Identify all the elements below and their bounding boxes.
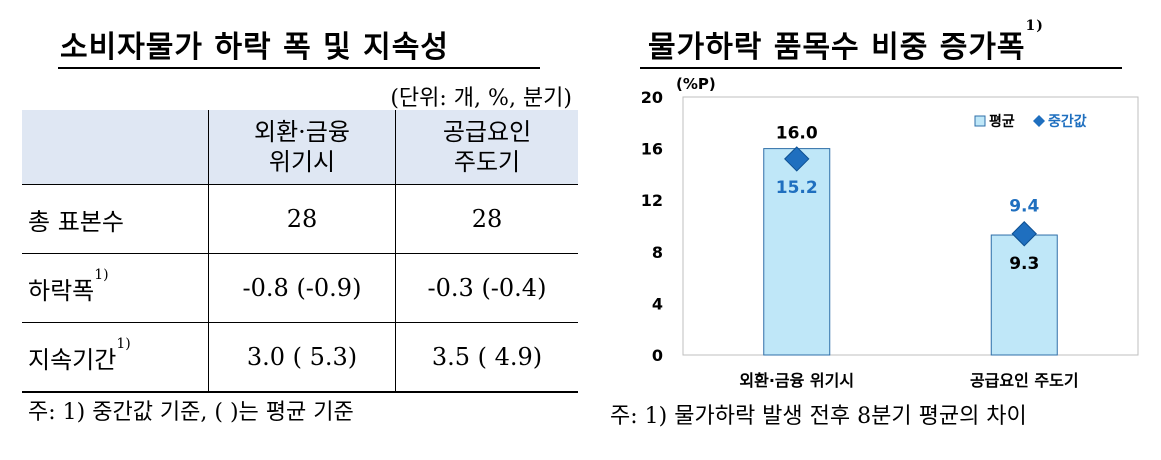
bar-value-label: 9.3 — [1009, 254, 1039, 274]
bar — [990, 234, 1058, 356]
header-supply-text: 공급요인 주도기 — [442, 118, 532, 176]
table-row: 하락폭1) -0.8 (-0.9) -0.3 (-0.4) — [22, 253, 578, 323]
y-tick-label: 16 — [641, 140, 663, 159]
y-axis-label: (%P) — [676, 75, 716, 93]
bar-value-label: 16.0 — [776, 124, 818, 144]
row-label: 하락폭1) — [22, 253, 209, 323]
table-cell: 28 — [208, 184, 396, 254]
left-table-panel: 소비자물가 하락 폭 및 지속성 (단위: 개, %, 분기) 외환·금융 위기시… — [22, 30, 578, 425]
table-cell: 3.5 ( 4.9) — [395, 322, 578, 393]
header-crisis-text: 외환·금융 위기시 — [254, 118, 350, 176]
table-title-underline — [58, 67, 540, 69]
right-chart-panel: 물가하락 품목수 비중 증가폭1) 0 4 8 12 16 20 (%P) 외환·금융 위기시… — [600, 0, 1161, 460]
chart-title: 물가하락 품목수 비중 증가폭1) — [648, 18, 1044, 66]
y-tick-label: 4 — [652, 294, 663, 313]
table-cell: 28 — [395, 184, 578, 254]
row-label-text: 총 표본수 — [28, 207, 124, 236]
row-label-text: 지속기간 — [28, 345, 117, 374]
table-footnote: 주: 1) 중간값 기준, ( )는 평균 기준 — [28, 400, 354, 425]
legend-label-median: 중간값 — [1048, 113, 1087, 130]
x-tick-label: 외환·금융 위기시 — [739, 371, 854, 390]
row-label: 지속기간1) — [22, 322, 209, 393]
legend-swatch-bar — [974, 115, 986, 127]
y-tick-label: 0 — [652, 346, 663, 365]
y-tick-label: 8 — [652, 243, 663, 262]
chart-title-text: 물가하락 품목수 비중 증가폭 — [648, 30, 1026, 65]
header-crisis: 외환·금융 위기시 — [208, 110, 396, 185]
table-row: 지속기간1) 3.0 ( 5.3) 3.5 ( 4.9) — [22, 322, 578, 393]
median-value-label: 9.4 — [1009, 197, 1039, 217]
footnote-mark: 1) — [94, 266, 109, 283]
footnote-mark: 1) — [116, 335, 131, 352]
median-marker — [1011, 221, 1037, 247]
table-cell: -0.3 (-0.4) — [395, 253, 578, 323]
median-marker — [784, 146, 810, 172]
y-tick-label: 12 — [641, 191, 663, 210]
table-cell: -0.8 (-0.9) — [208, 253, 396, 323]
header-empty — [22, 110, 209, 185]
row-label-text: 하락폭 — [28, 276, 95, 305]
unit-label: (단위: 개, %, 분기) — [390, 86, 572, 111]
table-title: 소비자물가 하락 폭 및 지속성 — [60, 30, 449, 65]
x-tick-label: 공급요인 주도기 — [970, 371, 1079, 390]
table-header-row: 외환·금융 위기시 공급요인 주도기 — [22, 110, 578, 185]
plot-area — [682, 96, 1139, 356]
chart-footnote: 주: 1) 물가하락 발생 전후 8분기 평균의 차이 — [610, 404, 1027, 429]
row-label: 총 표본수 — [22, 184, 209, 254]
y-tick-label: 20 — [641, 88, 663, 107]
median-value-label: 15.2 — [776, 178, 818, 198]
header-supply: 공급요인 주도기 — [395, 110, 578, 185]
bar — [763, 148, 831, 356]
legend-label-mean: 평균 — [989, 113, 1015, 130]
bar-chart: 0 4 8 12 16 20 (%P) 외환·금융 위기시 공급요인 주도기 16.0 15.2 9.… — [641, 75, 1139, 390]
price-decline-table: 외환·금융 위기시 공급요인 주도기 총 표본수 28 28 하락폭1) -0.8 … — [22, 110, 578, 393]
table-cell: 3.0 ( 5.3) — [208, 322, 396, 393]
chart-title-footnote-mark: 1) — [1025, 18, 1044, 34]
legend-swatch-median — [1033, 115, 1045, 127]
table-row: 총 표본수 28 28 — [22, 184, 578, 254]
chart-title-underline — [640, 67, 1122, 69]
